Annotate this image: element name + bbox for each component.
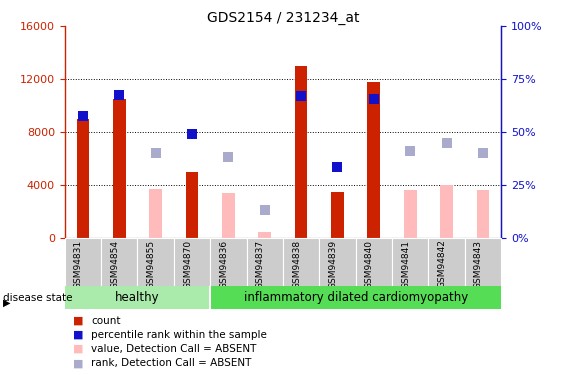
Text: GSM94837: GSM94837 — [256, 240, 265, 289]
Text: ▶: ▶ — [3, 298, 10, 308]
Bar — [65, 286, 210, 309]
Bar — [331, 192, 344, 238]
Text: GSM94841: GSM94841 — [401, 240, 410, 289]
Text: GSM94843: GSM94843 — [474, 240, 483, 289]
Point — [479, 150, 488, 156]
Text: GSM94836: GSM94836 — [220, 240, 229, 289]
Text: value, Detection Call = ABSENT: value, Detection Call = ABSENT — [91, 344, 257, 354]
Bar — [368, 82, 380, 238]
Bar — [440, 185, 453, 238]
Point — [260, 207, 269, 213]
Bar — [222, 193, 235, 238]
Point — [406, 148, 415, 154]
Bar — [210, 286, 501, 309]
Text: GSM94842: GSM94842 — [437, 240, 446, 288]
Text: rank, Detection Call = ABSENT: rank, Detection Call = ABSENT — [91, 358, 252, 368]
Bar — [113, 99, 126, 238]
Bar — [476, 190, 489, 238]
Text: percentile rank within the sample: percentile rank within the sample — [91, 330, 267, 340]
Bar — [428, 238, 464, 287]
Text: disease state: disease state — [3, 293, 72, 303]
Bar — [356, 238, 392, 287]
Bar — [137, 238, 174, 287]
Text: GSM94840: GSM94840 — [365, 240, 374, 289]
Bar — [149, 189, 162, 238]
Bar — [404, 190, 417, 238]
Bar — [65, 238, 101, 287]
Text: ■: ■ — [73, 358, 84, 368]
Point — [369, 96, 378, 102]
Bar — [186, 172, 198, 238]
Point — [187, 130, 196, 136]
Text: ■: ■ — [73, 330, 84, 340]
Text: healthy: healthy — [115, 291, 160, 304]
Point — [333, 164, 342, 170]
Bar — [283, 238, 319, 287]
Text: GSM94870: GSM94870 — [183, 240, 192, 289]
Point — [442, 140, 451, 146]
Bar — [392, 238, 428, 287]
Bar — [319, 238, 356, 287]
Bar — [174, 238, 210, 287]
Bar — [258, 231, 271, 238]
Point — [297, 93, 306, 99]
Bar — [294, 66, 307, 238]
Bar — [77, 119, 90, 238]
Text: GSM94838: GSM94838 — [292, 240, 301, 289]
Text: count: count — [91, 316, 120, 326]
Text: GSM94855: GSM94855 — [146, 240, 155, 289]
Bar — [101, 238, 137, 287]
Text: inflammatory dilated cardiomyopathy: inflammatory dilated cardiomyopathy — [244, 291, 468, 304]
Text: ■: ■ — [73, 316, 84, 326]
Title: GDS2154 / 231234_at: GDS2154 / 231234_at — [207, 11, 359, 25]
Bar — [247, 238, 283, 287]
Point — [224, 154, 233, 160]
Text: GSM94854: GSM94854 — [110, 240, 119, 289]
Text: ■: ■ — [73, 344, 84, 354]
Point — [78, 113, 87, 119]
Point — [115, 92, 124, 98]
Point — [151, 150, 160, 156]
Text: GSM94839: GSM94839 — [328, 240, 337, 289]
Bar — [210, 238, 247, 287]
Bar — [464, 238, 501, 287]
Text: GSM94831: GSM94831 — [74, 240, 83, 289]
